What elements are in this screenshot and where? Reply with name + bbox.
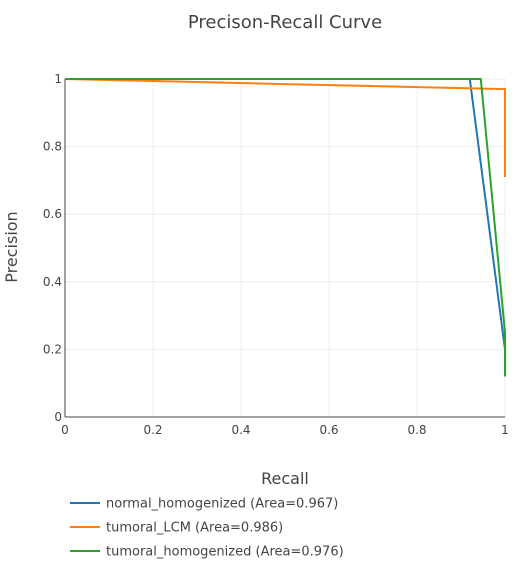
x-tick-label: 0.6	[319, 423, 338, 437]
y-tick-label: 0.8	[43, 140, 62, 154]
legend-label: tumoral_homogenized (Area=0.976)	[106, 545, 344, 560]
legend-label: normal_homogenized (Area=0.967)	[106, 497, 338, 512]
grid	[65, 78, 506, 417]
y-axis-title: Precision	[2, 211, 21, 282]
x-tick-label: 1	[501, 423, 509, 437]
y-tick-label: 1	[54, 72, 62, 86]
x-axis-title: Recall	[261, 469, 309, 488]
y-tick-label: 0.4	[43, 275, 62, 289]
y-tick-label: 0.6	[43, 207, 62, 221]
y-tick-label: 0.2	[43, 342, 62, 356]
series-line	[64, 78, 506, 178]
series-line	[65, 78, 506, 353]
x-tick-label: 0	[61, 423, 69, 437]
x-tick-label: 0.8	[407, 423, 426, 437]
legend-label: tumoral_LCM (Area=0.986)	[106, 521, 283, 536]
axes	[64, 79, 505, 418]
x-tick-label: 0.2	[143, 423, 162, 437]
x-tick-label: 0.4	[231, 423, 250, 437]
series-line	[65, 78, 506, 377]
tick-labels: 0 0.2 0.4 0.6 0.8 1 0 0.2 0.4 0.6 0.8 1	[43, 72, 509, 437]
legend: normal_homogenized (Area=0.967) tumoral_L…	[70, 497, 344, 560]
series-lines	[64, 78, 506, 377]
y-tick-label: 0	[54, 410, 62, 424]
chart-title: Precison-Recall Curve	[188, 12, 382, 33]
